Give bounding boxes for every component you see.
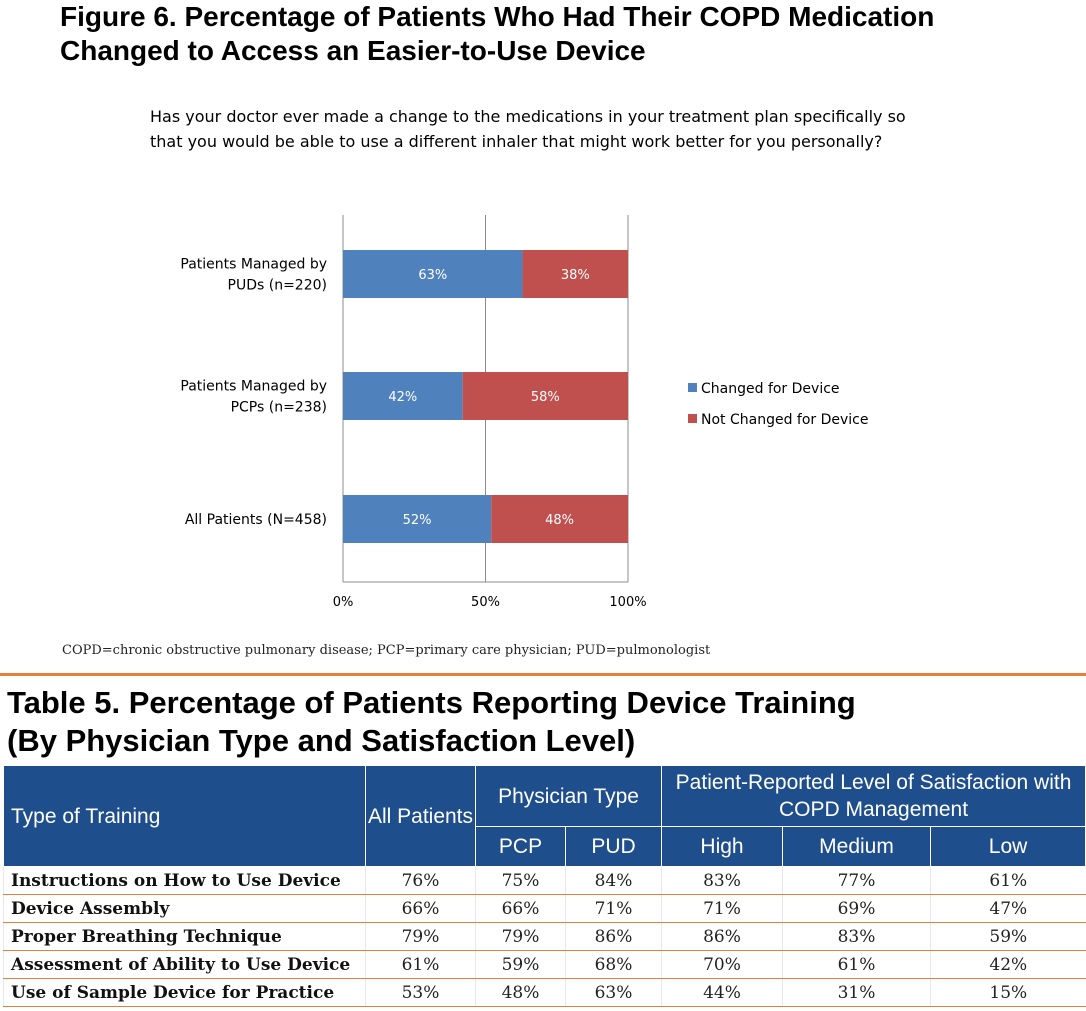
bar-not-changed — [491, 495, 628, 543]
cell-high: 86% — [661, 922, 783, 951]
legend-swatch — [688, 383, 697, 392]
table-row: Instructions on How to Use Device 76% 75… — [3, 866, 1086, 895]
figure-title-line-2: Changed to Access an Easier-to-Use Devic… — [60, 35, 646, 66]
bar-data-label: 58% — [531, 390, 560, 405]
bar-changed — [343, 372, 463, 420]
survey-question-line-2: that you would be able to use a differen… — [150, 132, 883, 151]
cell-pcp: 79% — [475, 922, 566, 951]
cell-pud: 86% — [564, 922, 662, 951]
category-label: PCPs (n=238) — [231, 400, 327, 416]
survey-question-line-1: Has your doctor ever made a change to th… — [150, 107, 906, 126]
cell-pud: 63% — [564, 978, 662, 1007]
legend-label: Not Changed for Device — [701, 412, 869, 428]
cell-pud: 68% — [564, 950, 662, 979]
bar-data-label: 48% — [545, 513, 574, 528]
cell-low: 61% — [930, 866, 1086, 895]
x-tick-label: 50% — [471, 595, 500, 610]
survey-question: Has your doctor ever made a change to th… — [150, 104, 970, 154]
cell-high: 71% — [661, 894, 783, 923]
header-physician-type: Physician Type — [474, 765, 663, 827]
table-row: Use of Sample Device for Practice 53% 48… — [3, 978, 1086, 1007]
bar-data-label: 52% — [403, 513, 432, 528]
bar-data-label: 42% — [388, 390, 417, 405]
stacked-bar-chart: 0% 50% 100% 63% 38% Patients Managed by PUDs (… — [180, 215, 869, 610]
category-label: PUDs (n=220) — [228, 278, 327, 294]
cell-all: 76% — [365, 866, 476, 895]
cell-medium: 69% — [782, 894, 931, 923]
header-medium: Medium — [782, 826, 932, 867]
cell-medium: 31% — [782, 978, 931, 1007]
cell-low: 47% — [930, 894, 1086, 923]
figure-title: Figure 6. Percentage of Patients Who Had… — [60, 0, 1070, 68]
cell-pcp: 75% — [475, 866, 566, 895]
row-label: Assessment of Ability to Use Device — [3, 950, 366, 979]
row-label: Instructions on How to Use Device — [3, 866, 366, 895]
cell-all: 53% — [365, 978, 476, 1007]
row-label: Proper Breathing Technique — [3, 922, 366, 951]
table-title: Table 5. Percentage of Patients Reportin… — [7, 684, 1077, 760]
cell-all: 61% — [365, 950, 476, 979]
cell-high: 44% — [661, 978, 783, 1007]
table-title-line-1: Table 5. Percentage of Patients Reportin… — [7, 685, 856, 720]
cell-high: 83% — [661, 866, 783, 895]
device-training-table: Type of Training All Patients Physician … — [3, 765, 1086, 1007]
cell-low: 15% — [930, 978, 1086, 1007]
table-title-line-2: (By Physician Type and Satisfaction Leve… — [7, 723, 636, 758]
header-satisfaction-level: Patient-Reported Level of Satisfaction w… — [661, 765, 1086, 827]
header-type-of-training: Type of Training — [3, 765, 366, 867]
x-tick-label: 100% — [609, 595, 646, 610]
cell-all: 66% — [365, 894, 476, 923]
category-label: Patients Managed by — [180, 257, 327, 273]
cell-low: 42% — [930, 950, 1086, 979]
cell-all: 79% — [365, 922, 476, 951]
table-row: Assessment of Ability to Use Device 61% … — [3, 950, 1086, 979]
cell-pcp: 59% — [475, 950, 566, 979]
bar-changed — [343, 495, 492, 543]
header-pud: PUD — [564, 826, 663, 867]
bar-data-label: 63% — [418, 268, 447, 283]
table-row: Proper Breathing Technique 79% 79% 86% 8… — [3, 922, 1086, 951]
header-low: Low — [930, 826, 1086, 867]
cell-pud: 71% — [564, 894, 662, 923]
cell-pcp: 66% — [475, 894, 566, 923]
bar-not-changed — [522, 250, 628, 298]
legend-label: Changed for Device — [701, 381, 840, 397]
cell-medium: 83% — [782, 922, 931, 951]
cell-pcp: 48% — [475, 978, 566, 1007]
legend-swatch — [688, 414, 697, 423]
figure-footnote: COPD=chronic obstructive pulmonary disea… — [62, 643, 711, 658]
bar-changed — [343, 250, 523, 298]
category-label: All Patients (N=458) — [185, 512, 327, 528]
cell-pud: 84% — [564, 866, 662, 895]
row-label: Use of Sample Device for Practice — [3, 978, 366, 1007]
table-row: Device Assembly 66% 66% 71% 71% 69% 47% — [3, 894, 1086, 923]
header-pcp: PCP — [475, 826, 566, 867]
section-divider — [0, 673, 1086, 676]
row-label: Device Assembly — [3, 894, 366, 923]
cell-medium: 61% — [782, 950, 931, 979]
cell-low: 59% — [930, 922, 1086, 951]
bar-not-changed — [462, 372, 628, 420]
header-high: High — [661, 826, 784, 867]
bar-data-label: 38% — [561, 268, 590, 283]
cell-medium: 77% — [782, 866, 931, 895]
category-label: Patients Managed by — [180, 379, 327, 395]
cell-high: 70% — [661, 950, 783, 979]
x-tick-label: 0% — [333, 595, 354, 610]
header-all-patients: All Patients — [365, 765, 476, 867]
figure-title-line-1: Figure 6. Percentage of Patients Who Had… — [60, 1, 935, 32]
